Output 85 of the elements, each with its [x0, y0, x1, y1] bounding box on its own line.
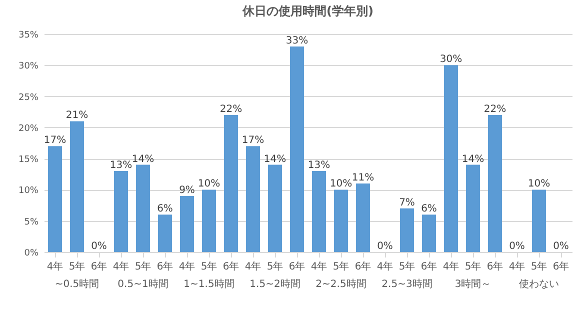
bar: [312, 171, 326, 252]
data-label: 22%: [484, 104, 506, 115]
data-label: 0%: [553, 241, 569, 252]
x-tick-label: 4年: [46, 260, 64, 272]
data-label: 14%: [462, 154, 484, 165]
x-tick-label: 6年: [222, 260, 240, 272]
y-tick-label: 20%: [18, 124, 39, 134]
data-label: 0%: [377, 241, 393, 252]
data-label: 14%: [264, 154, 286, 165]
data-label: 10%: [198, 178, 220, 190]
data-label: 6%: [157, 204, 173, 215]
x-tick-label: 5年: [530, 260, 548, 272]
bar: [136, 164, 150, 252]
bar: [114, 171, 128, 252]
data-label: 10%: [330, 178, 352, 190]
bar: [334, 190, 348, 252]
data-label: 0%: [91, 241, 107, 252]
data-label: 0%: [509, 241, 525, 252]
x-tick-label: 5年: [134, 260, 152, 272]
bar: [224, 114, 238, 252]
data-label: 30%: [440, 54, 462, 66]
x-tick-label: 6年: [420, 260, 438, 272]
x-tick-label: 6年: [552, 260, 570, 272]
bar: [532, 190, 546, 252]
x-tick-label: 5年: [266, 260, 284, 272]
bar: [70, 121, 84, 252]
x-tick-label: 5年: [332, 260, 350, 272]
x-tick-label: 5年: [398, 260, 416, 272]
text: 2.5~3時間: [382, 278, 432, 290]
x-tick-label: 6年: [354, 260, 372, 272]
x-tick-label: 6年: [288, 260, 306, 272]
data-label: 6%: [421, 204, 437, 215]
bar: [202, 190, 216, 252]
y-tick-label: 15%: [18, 155, 39, 166]
text: ~0.5時間: [54, 278, 100, 290]
x-tick-label: 4年: [442, 260, 460, 272]
x-tick-label: 4年: [310, 260, 328, 272]
text: 1~1.5時間: [184, 278, 234, 290]
y-tick-label: 10%: [18, 186, 39, 196]
x-tick-label: 5年: [200, 260, 218, 272]
x-tick-label: 6年: [486, 260, 504, 272]
bar: [246, 146, 260, 252]
x-tick-label: 4年: [178, 260, 196, 272]
bar: [290, 46, 304, 252]
data-label: 9%: [179, 184, 195, 196]
x-tick-label: 4年: [508, 260, 526, 272]
data-label: 17%: [242, 135, 264, 146]
x-tick-label: 5年: [464, 260, 482, 272]
bar: [48, 146, 62, 252]
x-tick-label: 4年: [112, 260, 130, 272]
bar: [158, 214, 172, 252]
bar: [422, 214, 436, 252]
data-label: 7%: [399, 197, 415, 208]
y-tick-label: 5%: [24, 217, 39, 228]
bar: [268, 164, 282, 252]
bar: [356, 183, 370, 252]
data-label: 21%: [66, 110, 88, 122]
x-tick-label: 5年: [68, 260, 86, 272]
text: 0.5~1時間: [118, 278, 168, 290]
y-tick-label: 35%: [18, 30, 39, 40]
x-tick-label: 4年: [376, 260, 394, 272]
text: 3時間～: [454, 278, 492, 290]
y-tick-label: 25%: [18, 92, 39, 103]
bar: [444, 65, 458, 252]
chart-title: 休日の使用時間(学年別): [242, 4, 374, 18]
data-label: 11%: [352, 172, 374, 184]
data-label: 13%: [308, 160, 330, 172]
x-tick-label: 6年: [156, 260, 174, 272]
data-label: 17%: [44, 135, 66, 146]
bar: [180, 196, 194, 252]
bar: [400, 208, 414, 252]
text: 1.5~2時間: [250, 278, 300, 290]
x-tick-label: 6年: [90, 260, 108, 272]
text: 2~2.5時間: [316, 278, 366, 290]
data-label: 33%: [286, 35, 308, 46]
y-tick-label: 0%: [24, 248, 39, 258]
bar: [488, 114, 502, 252]
text: 使わない: [519, 279, 559, 290]
y-tick-label: 30%: [18, 62, 39, 72]
bar: [466, 164, 480, 252]
data-label: 22%: [220, 104, 242, 115]
data-label: 13%: [110, 160, 132, 172]
data-label: 10%: [528, 178, 550, 190]
x-tick-label: 4年: [244, 260, 262, 272]
data-label: 14%: [132, 154, 154, 165]
